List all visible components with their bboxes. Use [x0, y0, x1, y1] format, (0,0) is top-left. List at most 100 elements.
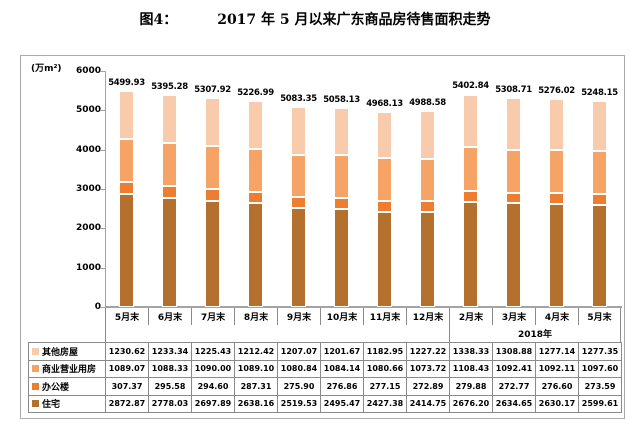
- figure-title: 图4： 2017 年 5 月以来广东商品房待售面积走势: [0, 9, 630, 29]
- bar-total-label: 5248.15: [581, 87, 618, 98]
- bar-stack: [578, 71, 621, 307]
- legend-series-label: 其他房屋: [42, 347, 79, 358]
- table-cell: 1233.34: [149, 343, 192, 361]
- bar-segment: [549, 149, 564, 193]
- y-tick-mark: [100, 189, 105, 190]
- table-cell: 1225.43: [192, 343, 235, 361]
- bar-segment: [420, 201, 435, 212]
- bar-segment: [291, 107, 306, 155]
- legend-series-label: 住宅: [42, 400, 61, 411]
- table-cell: 1230.62: [106, 343, 149, 361]
- bar-segment: [334, 155, 349, 198]
- x-tick-label: 8月末: [234, 308, 277, 325]
- bar-segment: [506, 203, 521, 307]
- bar-segment: [463, 147, 478, 191]
- table-row-header: 商业营业用房: [29, 360, 106, 378]
- bar-total-label: 5226.99: [237, 88, 274, 99]
- y-tick-label: 3000: [75, 184, 101, 194]
- bar-segment: [162, 143, 177, 187]
- table-cell: 1073.72: [407, 360, 450, 378]
- bar-segment: [119, 194, 134, 307]
- bar-stack: [191, 71, 234, 307]
- y-tick-label: 6000: [75, 66, 101, 76]
- y-tick-label: 0: [94, 302, 101, 312]
- table-cell: 2634.65: [493, 395, 536, 413]
- bar-segment: [248, 191, 263, 204]
- table-cell: 273.59: [579, 378, 622, 396]
- bar-segment: [119, 90, 134, 140]
- bar-segment: [463, 94, 478, 148]
- x-tick-label: 5月末: [105, 308, 148, 325]
- y-tick-mark: [100, 307, 105, 308]
- y-axis-line: [105, 71, 106, 307]
- table-cell: 1080.84: [278, 360, 321, 378]
- year-group-label: [105, 325, 449, 342]
- x-axis-line: [105, 306, 622, 308]
- table-cell: 1092.41: [493, 360, 536, 378]
- bar-total-label: 4988.58: [409, 97, 446, 108]
- y-tick-mark: [100, 228, 105, 230]
- x-tick-label: 2月末: [449, 308, 492, 325]
- table-row-header: 办公楼: [29, 378, 106, 396]
- data-table: 其他房屋 1230.62 1233.34 1225.43 1212.42 1207.07 1…: [28, 342, 622, 413]
- bar-stack: [449, 71, 492, 307]
- bar-segment: [291, 154, 306, 198]
- table-cell: 2599.61: [579, 395, 622, 413]
- bar-segment: [506, 98, 521, 150]
- table-cell: 1207.07: [278, 343, 321, 361]
- table-cell: 277.15: [364, 378, 407, 396]
- bar-total-label: 5307.92: [194, 85, 231, 96]
- bar-total-label: 5308.71: [495, 85, 532, 96]
- table-cell: 294.60: [192, 378, 235, 396]
- bar-stack: [234, 71, 277, 307]
- table-cell: 1089.10: [235, 360, 278, 378]
- bar-segment: [420, 110, 435, 160]
- table-row-header: 其他房屋: [29, 343, 106, 361]
- chart-frame: (万m²) 0 1000 2000 3000 4000 5000 6000 5499.93 5…: [20, 55, 625, 419]
- x-tick-label: 10月末: [320, 308, 363, 325]
- y-tick-label: 2000: [75, 223, 101, 234]
- table-cell: 1201.67: [321, 343, 364, 361]
- bar-segment: [291, 197, 306, 208]
- bar-total-label: 5058.13: [323, 95, 360, 106]
- bar-segment: [248, 149, 263, 192]
- table-cell: 307.37: [106, 378, 149, 396]
- table-cell: 2427.38: [364, 395, 407, 413]
- table-cell: 1308.88: [493, 343, 536, 361]
- bar-total-label: 4968.13: [366, 98, 403, 109]
- table-cell: 1092.11: [536, 360, 579, 378]
- table-cell: 1089.07: [106, 360, 149, 378]
- bar-segment: [377, 211, 392, 307]
- table-cell: 287.31: [235, 378, 278, 396]
- bar-stack: [277, 71, 320, 307]
- bar-segment: [549, 192, 564, 204]
- bar-total-label: 5499.93: [108, 77, 145, 88]
- legend-color-swatch: [32, 400, 39, 408]
- bar-segment: [549, 203, 564, 307]
- table-row-header: 住宅: [29, 395, 106, 413]
- bar-segment: [119, 181, 134, 194]
- bar-segment: [248, 101, 263, 150]
- bar-stack: [406, 71, 449, 307]
- bar-segment: [377, 111, 392, 159]
- table-cell: 279.88: [450, 378, 493, 396]
- bar-stack: [148, 71, 191, 307]
- table-cell: 276.86: [321, 378, 364, 396]
- bar-segment: [119, 139, 134, 182]
- y-tick-mark: [100, 110, 105, 112]
- table-cell: 2495.47: [321, 395, 364, 413]
- table-cell: 1212.42: [235, 343, 278, 361]
- table-cell: 276.60: [536, 378, 579, 396]
- y-tick-label: 4000: [75, 144, 101, 155]
- table-cell: 275.90: [278, 378, 321, 396]
- table-cell: 1108.43: [450, 360, 493, 378]
- bar-segment: [463, 190, 478, 202]
- bar-stack: [105, 71, 148, 307]
- legend-series-label: 办公楼: [42, 382, 70, 393]
- bar-segment: [592, 100, 607, 151]
- legend-color-swatch: [32, 347, 39, 355]
- x-tick-label: 3月末: [492, 308, 535, 325]
- year-group-label: 2018年: [449, 325, 621, 342]
- bar-segment: [334, 197, 349, 209]
- figure-title-text: 2017 年 5 月以来广东商品房待售面积走势: [217, 12, 491, 28]
